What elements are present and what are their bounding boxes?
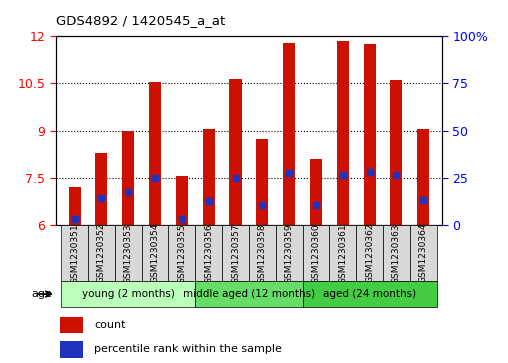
Bar — [276, 225, 303, 281]
Bar — [230, 79, 241, 225]
Point — [124, 189, 132, 195]
Bar — [149, 82, 161, 225]
Text: GSM1230362: GSM1230362 — [365, 223, 374, 284]
Bar — [88, 225, 115, 281]
Bar — [195, 225, 222, 281]
Text: GSM1230355: GSM1230355 — [177, 223, 186, 284]
Text: GSM1230364: GSM1230364 — [419, 223, 428, 284]
Bar — [203, 129, 215, 225]
Bar — [249, 225, 276, 281]
Bar — [329, 225, 356, 281]
Bar — [122, 131, 134, 225]
Bar — [176, 176, 188, 225]
Bar — [390, 80, 402, 225]
Text: GDS4892 / 1420545_a_at: GDS4892 / 1420545_a_at — [56, 14, 225, 27]
Bar — [195, 281, 303, 307]
Point — [258, 202, 266, 208]
Bar — [61, 225, 88, 281]
Bar — [61, 281, 195, 307]
Bar — [417, 129, 429, 225]
Bar — [222, 225, 249, 281]
Text: GSM1230361: GSM1230361 — [338, 223, 347, 284]
Point — [178, 216, 186, 222]
Text: aged (24 months): aged (24 months) — [323, 289, 416, 299]
Point — [285, 170, 293, 176]
Point — [71, 216, 79, 222]
Text: middle aged (12 months): middle aged (12 months) — [183, 289, 315, 299]
Text: GSM1230357: GSM1230357 — [231, 223, 240, 284]
Bar — [356, 225, 383, 281]
Text: GSM1230360: GSM1230360 — [311, 223, 321, 284]
Point — [312, 202, 320, 208]
Point — [339, 172, 347, 178]
Bar — [364, 44, 375, 225]
Text: count: count — [94, 320, 126, 330]
Bar — [303, 281, 436, 307]
Point — [98, 195, 106, 201]
Point — [151, 175, 159, 181]
Text: GSM1230359: GSM1230359 — [284, 223, 294, 284]
Bar — [142, 225, 169, 281]
Bar — [257, 139, 268, 225]
Bar — [60, 317, 83, 333]
Point — [205, 199, 213, 204]
Text: GSM1230354: GSM1230354 — [150, 223, 160, 284]
Bar — [96, 153, 108, 225]
Point — [419, 197, 427, 203]
Text: GSM1230352: GSM1230352 — [97, 223, 106, 284]
Bar — [383, 225, 410, 281]
Bar — [169, 225, 195, 281]
Text: GSM1230363: GSM1230363 — [392, 223, 401, 284]
Bar — [283, 42, 295, 225]
Text: GSM1230356: GSM1230356 — [204, 223, 213, 284]
Text: GSM1230351: GSM1230351 — [70, 223, 79, 284]
Text: young (2 months): young (2 months) — [82, 289, 175, 299]
Text: GSM1230353: GSM1230353 — [124, 223, 133, 284]
Point — [365, 169, 373, 175]
Bar — [60, 341, 83, 358]
Bar — [337, 41, 349, 225]
Text: percentile rank within the sample: percentile rank within the sample — [94, 344, 282, 354]
Bar — [303, 225, 329, 281]
Bar — [69, 187, 81, 225]
Bar — [410, 225, 436, 281]
Bar — [310, 159, 322, 225]
Bar — [115, 225, 142, 281]
Point — [392, 172, 400, 178]
Point — [232, 175, 240, 181]
Text: GSM1230358: GSM1230358 — [258, 223, 267, 284]
Text: age: age — [31, 289, 52, 299]
